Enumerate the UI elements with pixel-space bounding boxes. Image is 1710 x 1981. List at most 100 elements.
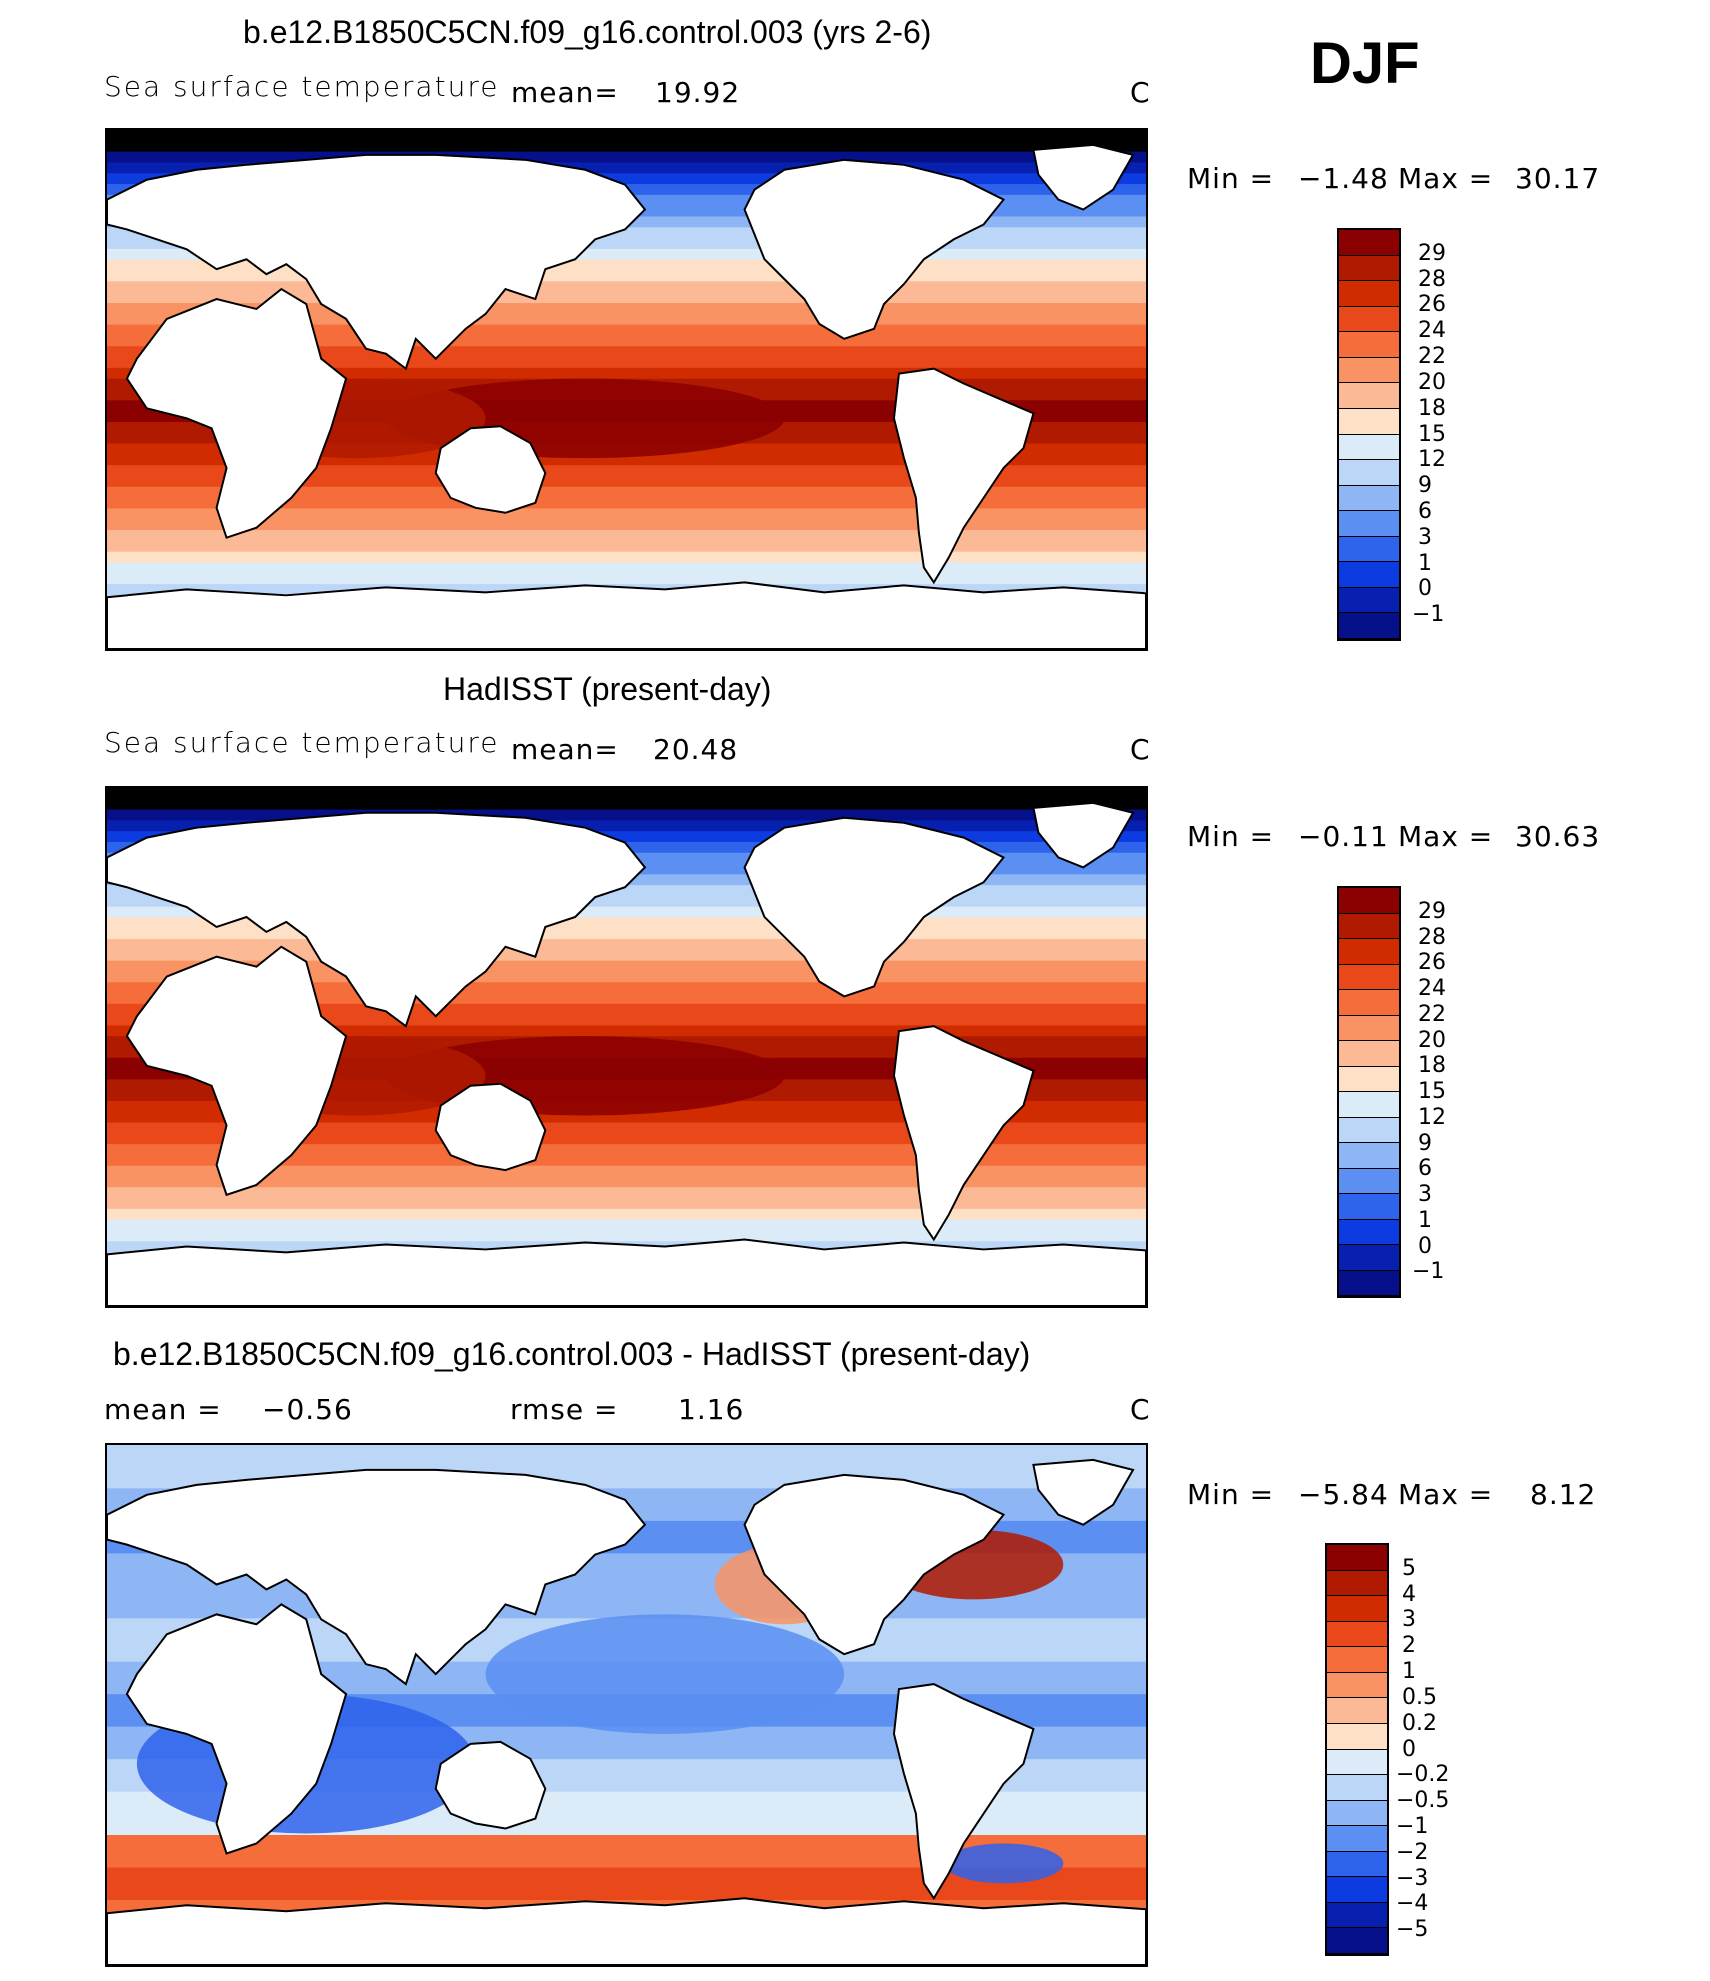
continent-australia [434,1082,547,1172]
colorbar-tick-label: 18 [1418,1053,1446,1079]
colorbar-tick-label: 29 [1418,898,1446,924]
colorbar-swatch [1339,562,1399,588]
field-band [107,346,1146,359]
field-band [107,530,1146,542]
panel1-mean-value: 19.92 [655,76,741,109]
colorbar-tick-label: −1 [1412,602,1445,628]
colorbar-tick-label: −2 [1396,1839,1429,1865]
colorbar-tick-label: 24 [1418,976,1446,1001]
colorbar-swatch [1339,332,1399,358]
panel3-units: C [1130,1393,1151,1426]
continent-antarctica [107,581,1146,649]
field-band [107,270,1146,283]
colorbar-tick-label: 3 [1402,1607,1416,1633]
colorbar-swatch [1339,990,1399,1016]
colorbar-tick-label: 6 [1418,1156,1432,1182]
colorbar-tick-label: 5 [1402,1555,1416,1581]
colorbar-tick-label: −0.2 [1396,1762,1450,1788]
field-anomaly [943,1843,1064,1884]
colorbar-swatch [1339,1117,1399,1143]
colorbar-swatch [1339,536,1399,563]
colorbar-tick-label: −3 [1396,1865,1429,1891]
colorbar-swatch [1327,1928,1387,1954]
field-band [107,259,1146,272]
field-band [107,1025,1146,1038]
colorbar-swatch [1339,587,1399,614]
colorbar-swatch [1327,1800,1387,1827]
panel2-min-label: Min = [1187,820,1275,853]
continent-antarctica [107,1897,1146,1965]
colorbar-tick-label: 29 [1418,240,1446,266]
panel3-max-value: 8.12 [1530,1478,1597,1511]
panel3-max-label: Max = [1398,1478,1494,1511]
panel3-title: b.e12.B1850C5CN.f09_g16.control.003 - Ha… [113,1336,1031,1372]
field-band [107,292,1146,304]
colorbar-swatch [1327,1647,1387,1673]
field-band [107,1014,1146,1027]
colorbar-tick-label: 12 [1418,447,1446,473]
colorbar-tick-label: 0 [1418,576,1432,602]
panel2-mean-label: mean= [511,733,619,766]
field-band [107,917,1146,930]
field-band [107,486,1146,499]
field-band [107,140,1146,153]
panel3-min-value: −5.84 [1298,1478,1389,1511]
continent-europeAsia [107,1468,647,1686]
colorbar-tick-label: 0.2 [1402,1710,1437,1736]
colorbar-tick-label: 6 [1418,498,1432,524]
field-band [107,227,1146,240]
colorbar-tick-label: 0 [1418,1233,1432,1259]
field-band [107,573,1146,586]
colorbar-tick-label: −5 [1396,1917,1429,1943]
colorbar-tick-label: 2 [1402,1633,1416,1659]
field-band [107,465,1146,477]
colorbar-tick-label: 28 [1418,266,1446,292]
colorbar-swatch [1339,1066,1399,1092]
colorbar-tick-label: −4 [1396,1891,1429,1917]
colorbar-swatch [1339,485,1399,512]
continent-africa [125,1603,348,1855]
field-band [107,476,1146,488]
continent-europeAsia [107,811,647,1028]
field-band [107,1187,1146,1200]
field-band [107,1003,1146,1016]
field-band [107,1553,1146,1566]
colorbar-tick-label: 0 [1402,1736,1416,1762]
field-band [107,928,1146,941]
panel3-colorbar-ticks: 5 4 3 2 1 0.5 0.2 0 −0.2 −0.5 −1 −2 −3 −4 −5 [1396,1543,1492,1956]
field-band [107,551,1146,564]
field-band [107,248,1146,261]
field-band [107,1737,1146,1750]
field-band [107,151,1146,164]
continent-northAmerica [743,816,1006,998]
panel2-max-label: Max = [1398,820,1494,853]
field-band [107,1824,1146,1836]
colorbar-swatch [1339,613,1399,639]
field-band [107,238,1146,250]
field-band [107,1835,1146,1847]
field-band [107,1477,1146,1490]
field-band [107,562,1146,575]
colorbar-tick-label: −0.5 [1396,1788,1450,1814]
field-band [107,1845,1146,1858]
field-band [107,885,1146,897]
field-band [107,1726,1146,1739]
colorbar-tick-label: 4 [1402,1581,1416,1607]
panel2-max-value: 30.63 [1515,820,1601,853]
field-band [107,820,1146,833]
continent-southAmerica [892,1683,1035,1901]
continent-greenland [1032,801,1135,869]
field-band [107,1878,1146,1891]
field-band [107,324,1146,337]
field-band [107,1759,1146,1771]
colorbar-swatch [1339,1092,1399,1118]
field-band [107,1165,1146,1178]
colorbar-swatch [1327,1902,1387,1929]
colorbar-tick-label: 9 [1418,473,1432,499]
field-band [107,1813,1146,1826]
colorbar-swatch [1339,511,1399,537]
field-band [107,895,1146,908]
colorbar-tick-label: 28 [1418,924,1446,950]
continent-southAmerica [892,1025,1035,1242]
field-band [107,1607,1146,1620]
